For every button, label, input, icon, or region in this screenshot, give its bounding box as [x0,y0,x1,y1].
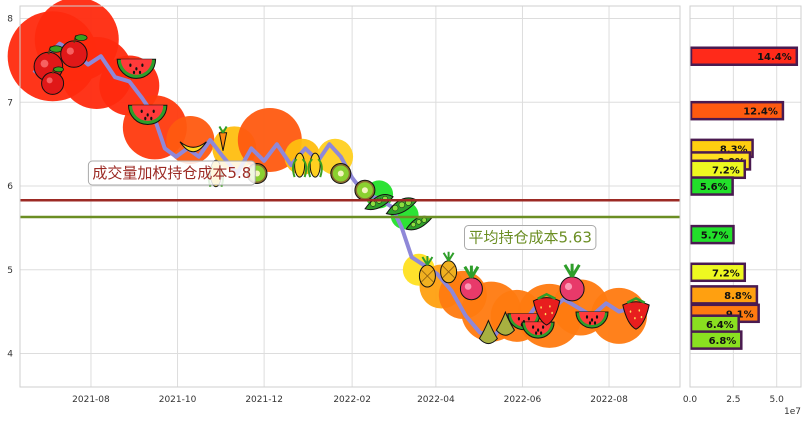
strawberry-icon [532,292,561,326]
volume-bar-label: 5.6% [700,182,728,193]
watermelon-icon [521,321,555,339]
y-tick-label: 4 [7,350,13,360]
volume-bar-label: 14.4% [757,52,792,63]
kiwi-icon [330,163,352,184]
side-x-tick-label: 5.0 [770,395,785,405]
kiwi-icon [354,179,376,201]
side-axis-offset-label: 1e7 [784,407,801,417]
pineapple-icon [440,251,458,284]
volume-bar [689,100,785,121]
volume-bar-label: 7.2% [712,268,740,279]
radish-icon [559,263,585,302]
corn-icon [292,152,308,178]
watermelon-icon [116,58,157,79]
watermelon-icon [127,104,168,125]
banana-icon [179,141,207,153]
radish-icon [459,265,483,301]
x-tick-label: 2022-04 [417,395,455,405]
x-tick-label: 2021-10 [159,395,197,405]
corn-icon [307,152,323,178]
pea-pod-icon [405,215,433,231]
y-tick-label: 5 [7,266,13,276]
watermelon-icon [575,311,609,329]
pear-icon [478,319,499,345]
volume-bar-label: 12.4% [743,107,778,118]
x-tick-label: 2022-02 [333,395,371,405]
y-tick-label: 8 [7,15,13,25]
volume-bar [689,176,734,196]
volume-bar [689,330,743,350]
cost-annotation-1: 成交量加权持仓成本5.8 [87,160,256,186]
volume-bar-label: 8.3% [720,144,748,155]
volume-bar-label: 7.2% [712,165,740,176]
y-tick-label: 6 [7,182,13,192]
apple-icon [41,66,65,95]
side-x-tick-label: 2.5 [726,395,740,405]
x-tick-label: 2022-08 [590,395,628,405]
carrot-icon [218,126,228,151]
volume-bar-label: 5.7% [701,231,729,242]
x-tick-label: 2022-06 [504,395,542,405]
cost-annotation-2: 平均持仓成本5.63 [464,225,597,250]
side-x-tick-label: 0.0 [683,395,698,405]
x-tick-label: 2021-08 [72,395,110,405]
apple-icon [60,34,88,68]
pea-pod-icon [364,194,394,211]
volume-bar-label: 6.8% [709,336,737,347]
volume-bar [689,46,799,66]
volume-distribution-panel: 14.4%12.4%8.3%8.0%7.2%5.6%5.7%7.2%8.8%9.… [683,5,802,417]
volume-bar [689,262,747,283]
cost-annotation-text: 成交量加权持仓成本5.8 [92,164,251,182]
volume-bar [689,224,735,245]
volume-bar-label: 6.4% [706,320,734,331]
volume-bar-label: 8.8% [724,291,752,302]
price-panel: 成交量加权持仓成本5.8 平均持仓成本5.63 2021-08 2021-10 202… [7,0,681,405]
volume-bar [689,285,759,305]
cost-annotation-text: 平均持仓成本5.63 [469,229,592,247]
strawberry-icon [622,297,650,330]
y-tick-label: 7 [7,98,13,108]
pineapple-icon [418,256,436,288]
x-tick-label: 2021-12 [245,395,283,405]
